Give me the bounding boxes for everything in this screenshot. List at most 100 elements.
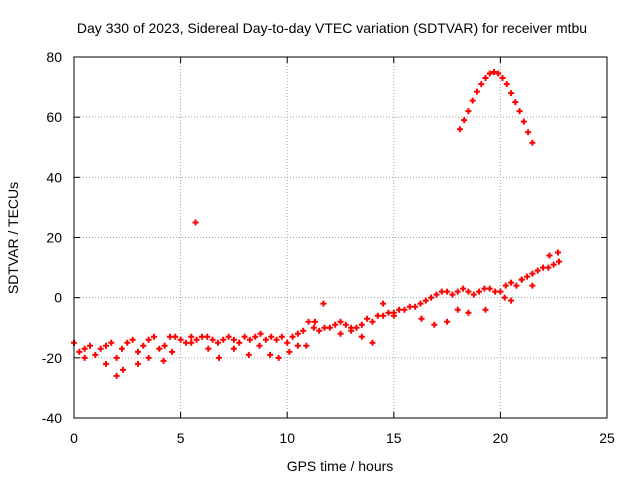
data-point (166, 333, 173, 340)
x-tick-label: 25 (599, 430, 615, 446)
data-point (182, 339, 189, 346)
data-point (470, 291, 477, 298)
data-point (476, 288, 483, 295)
data-point (120, 366, 127, 373)
data-point (245, 351, 252, 358)
data-point (431, 321, 438, 328)
y-tick-label: 60 (46, 109, 62, 125)
data-point (169, 348, 176, 355)
data-point (262, 336, 269, 343)
data-point (353, 324, 360, 331)
x-tick-label: 0 (70, 430, 78, 446)
data-point (465, 288, 472, 295)
data-point (546, 252, 553, 259)
data-point (492, 288, 499, 295)
gridlines (74, 57, 607, 418)
data-point (289, 333, 296, 340)
y-tick-label: 0 (54, 290, 62, 306)
x-axis-label: GPS time / hours (287, 458, 394, 474)
data-point (473, 88, 480, 95)
data-point (193, 336, 200, 343)
x-tick-label: 20 (493, 430, 509, 446)
series-3 (456, 69, 536, 146)
data-point (156, 345, 163, 352)
data-point (150, 333, 157, 340)
data-point (518, 276, 525, 283)
data-point (172, 333, 179, 340)
data-point (374, 312, 381, 319)
data-point (444, 318, 451, 325)
data-point (502, 282, 509, 289)
data-point (495, 70, 502, 77)
data-point (278, 333, 285, 340)
data-point (230, 345, 237, 352)
data-point (310, 324, 317, 331)
axis-ticks: 0 5 10 15 20 25 -40 -20 0 20 40 60 80 (42, 49, 615, 446)
x-tick-label: 5 (177, 430, 185, 446)
data-point (369, 339, 376, 346)
data-point (469, 97, 476, 104)
data-point (508, 90, 515, 97)
data-point (188, 339, 195, 346)
data-point (529, 139, 536, 146)
data-point (113, 372, 120, 379)
data-point (556, 258, 563, 265)
y-tick-label: -40 (42, 410, 62, 426)
y-tick-label: 80 (46, 49, 62, 65)
data-point (108, 339, 115, 346)
data-point (364, 315, 371, 322)
data-point (428, 294, 435, 301)
data-point (273, 336, 280, 343)
data-point (444, 288, 451, 295)
data-point (257, 330, 264, 337)
data-point (92, 351, 99, 358)
data-point (406, 303, 413, 310)
data-point (140, 342, 147, 349)
data-point (284, 339, 291, 346)
data-point (520, 118, 527, 125)
data-point (134, 360, 141, 367)
data-point (246, 336, 253, 343)
data-point (311, 318, 318, 325)
data-point (209, 336, 216, 343)
data-point (337, 318, 344, 325)
data-point (499, 75, 506, 82)
data-point (491, 69, 498, 76)
data-point (286, 348, 293, 355)
data-point (177, 336, 184, 343)
data-point (326, 324, 333, 331)
series-2 (192, 219, 199, 226)
data-point (214, 339, 221, 346)
data-point (97, 345, 104, 352)
data-point (358, 321, 365, 328)
data-point (134, 348, 141, 355)
data-point (486, 70, 493, 77)
data-point (294, 342, 301, 349)
data-point (380, 300, 387, 307)
data-point (369, 318, 376, 325)
data-points (71, 69, 563, 379)
data-point (486, 285, 493, 292)
data-point (422, 297, 429, 304)
data-point (76, 348, 83, 355)
data-point (481, 285, 488, 292)
data-point (456, 126, 463, 133)
data-point (554, 249, 561, 256)
data-point (86, 342, 93, 349)
data-point (320, 300, 327, 307)
data-point (145, 354, 152, 361)
series-1 (81, 249, 561, 379)
data-point (513, 282, 520, 289)
data-point (81, 354, 88, 361)
data-point (303, 342, 310, 349)
data-point (305, 318, 312, 325)
data-point (550, 261, 557, 268)
data-point (545, 264, 552, 271)
data-point (267, 351, 274, 358)
x-tick-label: 15 (386, 430, 402, 446)
data-point (275, 354, 282, 361)
data-point (497, 288, 504, 295)
data-point (161, 342, 168, 349)
data-point (225, 333, 232, 340)
